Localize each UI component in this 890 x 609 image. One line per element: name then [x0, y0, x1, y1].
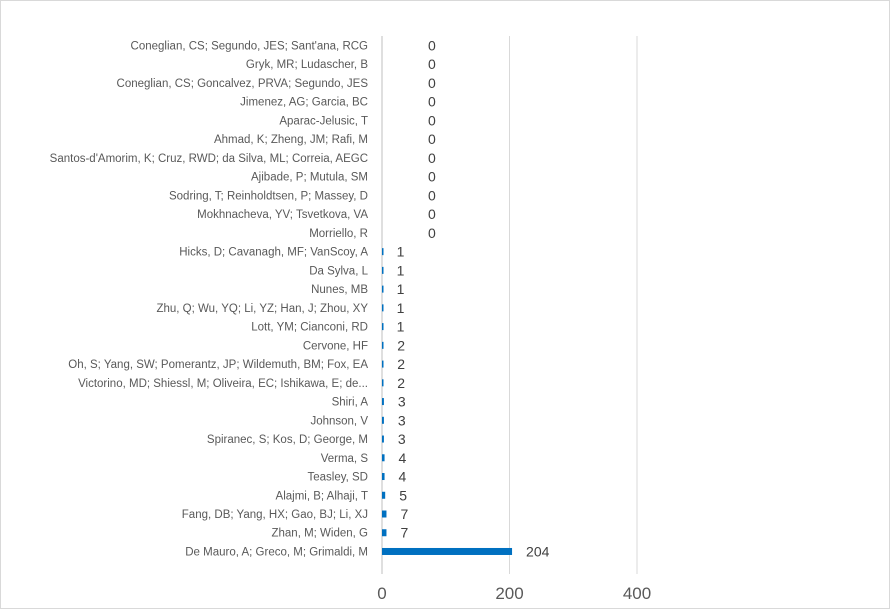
x-tick-labels: 0 200 400	[377, 584, 651, 603]
gridlines	[381, 36, 638, 574]
category-label: Jimenez, AG; Garcia, BC	[240, 97, 368, 109]
data-label: 1	[397, 262, 405, 278]
bar	[382, 248, 384, 256]
bar	[382, 473, 385, 481]
data-label: 0	[428, 206, 436, 222]
bar	[382, 547, 513, 555]
category-label: Gryk, MR; Ludascher, B	[246, 59, 368, 71]
category-label: De Mauro, A; Greco, M; Grimaldi, M	[185, 546, 368, 558]
bar	[382, 266, 384, 274]
bar	[382, 304, 384, 312]
category-label: Zhu, Q; Wu, YQ; Li, YZ; Han, J; Zhou, XY	[156, 303, 368, 315]
category-label: Ajibade, P; Mutula, SM	[251, 172, 368, 184]
bars	[382, 248, 513, 555]
x-tick-label: 0	[377, 584, 386, 603]
data-label: 5	[399, 487, 407, 503]
bar	[382, 416, 384, 424]
category-label: Coneglian, CS; Goncalvez, PRVA; Segundo,…	[117, 78, 369, 90]
category-label: Da Sylva, L	[309, 265, 368, 277]
bar	[382, 360, 384, 368]
data-label: 0	[428, 150, 436, 166]
data-label: 4	[399, 450, 407, 466]
category-label: Spiranec, S; Kos, D; George, M	[207, 434, 368, 446]
category-label: Cervone, HF	[303, 340, 368, 352]
bar	[382, 379, 384, 387]
category-label: Lott, YM; Cianconi, RD	[251, 322, 368, 334]
category-label: Shiri, A	[332, 397, 369, 409]
category-label: Victorino, MD; Shiessl, M; Oliveira, EC;…	[78, 378, 368, 390]
data-label: 1	[397, 319, 405, 335]
bar	[382, 529, 387, 537]
category-label: Alajmi, B; Alhaji, T	[276, 490, 368, 502]
data-label: 0	[428, 94, 436, 110]
category-label: Johnson, V	[310, 415, 368, 427]
data-label: 0	[428, 187, 436, 203]
category-label: Oh, S; Yang, SW; Pomerantz, JP; Wildemut…	[68, 359, 368, 371]
bar	[382, 341, 384, 349]
data-label: 3	[398, 412, 406, 428]
category-label: Hicks, D; Cavanagh, MF; VanScoy, A	[179, 247, 368, 259]
data-label: 0	[428, 131, 436, 147]
data-label: 4	[399, 469, 407, 485]
data-label: 0	[428, 38, 436, 54]
data-label: 0	[428, 112, 436, 128]
bar	[382, 323, 384, 331]
category-label: Morriello, R	[309, 228, 368, 240]
bar	[382, 510, 387, 518]
category-label: Zhan, M; Widen, G	[271, 528, 368, 540]
category-labels: Coneglian, CS; Segundo, JES; Sant'ana, R…	[50, 41, 369, 559]
category-label: Sodring, T; Reinholdtsen, P; Massey, D	[169, 190, 368, 202]
category-label: Fang, DB; Yang, HX; Gao, BJ; Li, XJ	[182, 509, 368, 521]
data-label: 0	[428, 169, 436, 185]
data-labels: 0 0 0 0 0 0 0 0 0 0 0 1 1 1 1 1 2 2 2 3 3 3 4 4 5 7 7 204	[397, 38, 550, 560]
category-label: Ahmad, K; Zheng, JM; Rafi, M	[214, 134, 368, 146]
data-label: 1	[397, 244, 405, 260]
category-label: Nunes, MB	[311, 284, 368, 296]
data-label: 1	[397, 300, 405, 316]
data-label: 2	[397, 375, 405, 391]
category-label: Aparac-Jelusic, T	[279, 115, 368, 127]
data-label: 7	[400, 506, 408, 522]
category-label: Coneglian, CS; Segundo, JES; Sant'ana, R…	[131, 41, 369, 53]
x-tick-label: 400	[623, 584, 651, 603]
category-label: Mokhnacheva, YV; Tsvetkova, VA	[197, 209, 368, 221]
category-label: Teasley, SD	[307, 472, 368, 484]
bar	[382, 398, 384, 406]
data-label: 0	[428, 56, 436, 72]
data-label: 204	[526, 543, 550, 559]
bar	[382, 435, 384, 443]
data-label: 3	[398, 394, 406, 410]
data-label: 2	[397, 337, 405, 353]
data-label: 3	[398, 431, 406, 447]
data-label: 1	[397, 281, 405, 297]
bar	[382, 285, 384, 293]
data-label: 7	[400, 525, 408, 541]
x-tick-label: 200	[495, 584, 523, 603]
data-label: 0	[428, 75, 436, 91]
data-label: 2	[397, 356, 405, 372]
data-label: 0	[428, 225, 436, 241]
bar	[382, 454, 385, 462]
bar	[382, 491, 386, 499]
category-label: Santos-d'Amorim, K; Cruz, RWD; da Silva,…	[50, 153, 368, 165]
category-label: Verma, S	[321, 453, 369, 465]
